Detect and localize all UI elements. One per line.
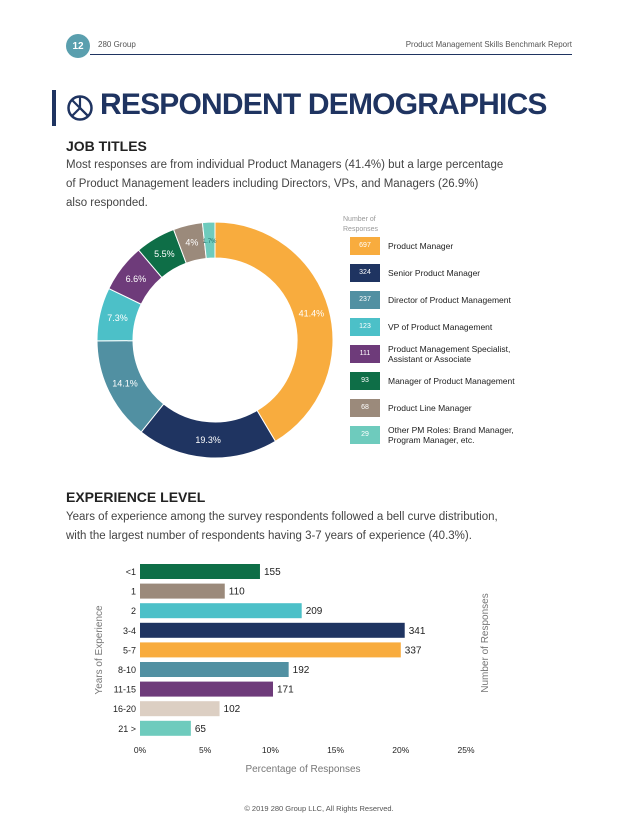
category-label: 8-10 xyxy=(118,665,136,675)
bar-value-label: 102 xyxy=(224,704,241,715)
legend-count-swatch: 237 xyxy=(350,290,380,309)
donut-slice-label: 1.7% xyxy=(203,239,217,245)
category-label: 1 xyxy=(131,587,136,597)
bar-value-label: 192 xyxy=(293,665,310,676)
bar-value-label: 341 xyxy=(409,626,426,637)
category-label: 16-20 xyxy=(113,704,136,714)
x-tick-label: 5% xyxy=(199,745,212,755)
legend-label: Senior Product Manager xyxy=(388,267,481,278)
bar-value-label: 337 xyxy=(405,645,422,656)
category-label: 21 > xyxy=(118,724,136,734)
job-titles-description-line: Most responses are from individual Produ… xyxy=(66,159,504,171)
bar-value-label: 155 xyxy=(264,567,281,578)
experience-bar-chart: <1 155 1 110 2 209 3-4 341 5-7 337 8-10 192 11-15 171… xyxy=(94,564,491,775)
experience-description-line: Years of experience among the survey res… xyxy=(66,511,498,523)
x-tick-label: 0% xyxy=(134,745,147,755)
legend-title-line: Responses xyxy=(343,226,379,233)
bar-value-label: 110 xyxy=(229,587,245,598)
bar-1620 xyxy=(140,701,220,717)
bar-57 xyxy=(140,642,401,658)
legend-count-swatch: 697 xyxy=(350,236,380,255)
job-titles-description-line: of Product Management leaders including … xyxy=(66,178,479,190)
legend-label: Product Management Specialist, Assistant … xyxy=(388,343,511,364)
job-titles-description: Most responses are from individual Produ… xyxy=(66,156,566,213)
legend-title-line: Number of xyxy=(343,216,376,223)
donut-slice-1 xyxy=(140,403,277,459)
x-axis-label: Percentage of Responses xyxy=(245,764,360,775)
donut-slice-label: 14.1% xyxy=(112,379,138,389)
header-divider xyxy=(90,54,572,55)
x-tick-label: 10% xyxy=(262,745,279,755)
experience-heading: EXPERIENCE LEVEL xyxy=(66,489,206,505)
experience-description-line: with the largest number of respondents h… xyxy=(66,530,472,542)
bar-2 xyxy=(140,603,302,619)
donut-slice-label: 7.3% xyxy=(107,313,128,323)
legend-label: VP of Product Management xyxy=(388,321,493,332)
job-titles-heading: JOB TITLES xyxy=(66,138,147,154)
legend-item: 237 Director of Product Management xyxy=(350,286,580,313)
bar-1115 xyxy=(140,681,274,697)
page-number-badge: 12 xyxy=(66,34,90,58)
legend-title: Number of Responses xyxy=(343,215,378,235)
legend-item: 697 Product Manager xyxy=(350,232,580,259)
job-titles-legend: 697 Product Manager 324 Senior Product Mana… xyxy=(350,232,580,448)
donut-slice-label: 4% xyxy=(185,238,198,248)
legend-count-swatch: 324 xyxy=(350,263,380,282)
job-titles-description-line: also responded. xyxy=(66,197,148,209)
bar-21 xyxy=(140,720,191,736)
legend-count-swatch: 68 xyxy=(350,398,380,417)
legend-item: 93 Manager of Product Management xyxy=(350,367,580,394)
legend-label: Product Manager xyxy=(388,240,454,251)
category-label: 11-15 xyxy=(114,685,136,695)
category-label: <1 xyxy=(126,567,136,577)
section-title: RESPONDENT DEMOGRAPHICS xyxy=(100,88,547,121)
report-title: Product Management Skills Benchmark Repo… xyxy=(405,40,572,49)
donut-slice-label: 6.6% xyxy=(126,274,147,284)
donut-slice-label: 5.5% xyxy=(154,249,175,259)
donut-slice-7 xyxy=(201,221,216,260)
donut-slice-0 xyxy=(214,221,334,443)
bar-value-label: 209 xyxy=(306,606,323,617)
category-label: 2 xyxy=(131,606,136,616)
bar-810 xyxy=(140,662,289,677)
legend-label: Other PM Roles: Brand Manager, Program Ma… xyxy=(388,424,514,445)
legend-count-swatch: 93 xyxy=(350,371,380,390)
right-axis-label: Number of Responses xyxy=(480,593,491,693)
x-tick-label: 15% xyxy=(327,745,344,755)
legend-item: 324 Senior Product Manager xyxy=(350,259,580,286)
section-accent-bar xyxy=(52,90,56,126)
legend-item: 111 Product Management Specialist, Assista… xyxy=(350,340,580,367)
legend-item: 29 Other PM Roles: Brand Manager, Program … xyxy=(350,421,580,448)
legend-item: 123 VP of Product Management xyxy=(350,313,580,340)
legend-count-swatch: 123 xyxy=(350,317,380,336)
y-axis-label: Years of Experience xyxy=(94,605,105,695)
pie-chart-icon xyxy=(67,95,93,121)
category-label: 3-4 xyxy=(123,626,136,636)
legend-item: 68 Product Line Manager xyxy=(350,394,580,421)
bar-34 xyxy=(140,622,405,638)
legend-label: Manager of Product Management xyxy=(388,375,515,386)
x-tick-label: 20% xyxy=(392,745,409,755)
bar-1 xyxy=(140,583,225,599)
experience-description: Years of experience among the survey res… xyxy=(66,508,586,546)
donut-slice-label: 19.3% xyxy=(195,435,221,445)
company-name: 280 Group xyxy=(98,40,136,49)
job-titles-donut-chart: 41.4% 19.3% 14.1% 7.3% 6.6% 5.5% 4% 1.7% xyxy=(96,221,334,459)
legend-count-swatch: 111 xyxy=(350,344,380,363)
bar-value-label: 65 xyxy=(195,724,207,735)
legend-count-swatch: 29 xyxy=(350,425,380,444)
x-tick-label: 25% xyxy=(457,745,474,755)
bar-value-label: 171 xyxy=(277,685,294,696)
donut-slice-label: 41.4% xyxy=(299,308,325,318)
legend-label: Director of Product Management xyxy=(388,294,511,305)
bar-1 xyxy=(140,564,260,579)
category-label: 5-7 xyxy=(123,645,136,655)
legend-label: Product Line Manager xyxy=(388,402,472,413)
copyright-footer: © 2019 280 Group LLC, All Rights Reserve… xyxy=(244,804,394,813)
